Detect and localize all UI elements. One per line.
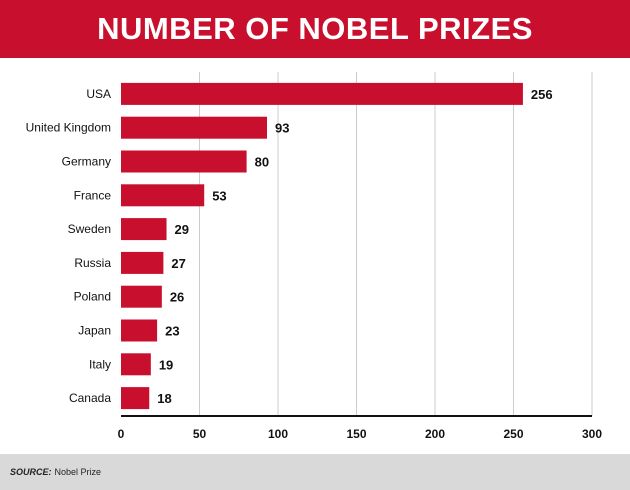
bar-usa [121, 82, 523, 105]
bar-chart: 0 50 100 150 200 250 300 USA 256 United Kingdom 93… [26, 72, 602, 441]
bar-sweden [121, 218, 167, 241]
data-label: 256 [531, 87, 553, 102]
category-label: Italy [89, 357, 111, 371]
x-tick-label: 250 [503, 427, 523, 441]
category-label: Sweden [68, 222, 111, 236]
x-tick-label: 0 [118, 427, 125, 441]
category-label: Canada [69, 391, 111, 405]
bar-italy [121, 353, 151, 376]
data-label: 80 [255, 155, 269, 170]
bar-germany [121, 150, 247, 173]
category-label: USA [86, 87, 111, 101]
x-tick-label: 150 [346, 427, 366, 441]
bar-russia [121, 251, 164, 274]
data-label: 19 [159, 357, 173, 372]
category-label: Poland [74, 290, 111, 304]
data-label: 23 [165, 324, 179, 339]
data-label: 53 [212, 188, 226, 203]
bar-poland [121, 285, 162, 308]
data-label: 93 [275, 121, 289, 136]
category-label: Germany [62, 155, 111, 169]
chart-title: NUMBER OF NOBEL PRIZES [97, 11, 533, 46]
x-tick-label: 50 [193, 427, 207, 441]
chart-title-bar: NUMBER OF NOBEL PRIZES [0, 0, 630, 58]
bar-france [121, 184, 205, 207]
x-tick-label: 300 [582, 427, 602, 441]
data-label: 26 [170, 290, 184, 305]
data-label: 27 [171, 256, 185, 271]
category-label: United Kingdom [26, 121, 111, 135]
footer: SOURCE: Nobel Prize [0, 454, 630, 490]
source-label: SOURCE: [10, 467, 52, 477]
source-text: Nobel Prize [54, 467, 102, 477]
data-label: 18 [157, 391, 171, 406]
x-tick-label: 200 [425, 427, 445, 441]
bar-canada [121, 387, 150, 410]
data-label: 29 [175, 222, 189, 237]
bar-united-kingdom [121, 116, 268, 139]
category-label: France [74, 188, 112, 202]
bar-japan [121, 319, 158, 342]
category-label: Japan [78, 324, 111, 338]
x-tick-label: 100 [268, 427, 288, 441]
category-label: Russia [74, 256, 111, 270]
